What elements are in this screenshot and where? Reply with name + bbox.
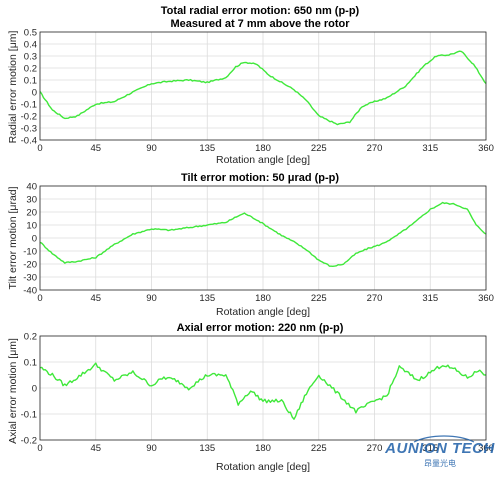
axial-x-tick-label: 90 xyxy=(146,443,157,454)
watermark-brand-text: AUNION TECH xyxy=(384,440,495,457)
axial-x-tick-label: 45 xyxy=(90,443,101,454)
axial-x-tick-label: 135 xyxy=(199,443,215,454)
radial-y-tick-label: 0.5 xyxy=(24,28,37,39)
tilt-y-tick-label: -10 xyxy=(23,247,37,258)
axial-y-tick-label: -0.2 xyxy=(21,436,37,447)
radial-y-tick-label: 0 xyxy=(32,88,37,99)
tilt-y-tick-label: -40 xyxy=(23,286,37,297)
axial-x-tick-label: 270 xyxy=(367,443,383,454)
tilt-x-tick-label: 135 xyxy=(199,293,215,304)
axial-x-tick-label: 360 xyxy=(478,443,494,454)
brand-watermark: AUNION TECH 昂量光电 xyxy=(384,435,495,468)
watermark-swoosh-icon xyxy=(413,435,475,443)
axial-y-tick-label: 0.1 xyxy=(24,358,37,369)
axial-series-line xyxy=(39,362,487,420)
radial-y-tick-label: 0.4 xyxy=(24,40,37,51)
tilt-y-tick-label: 10 xyxy=(26,221,37,232)
tilt-x-tick-label: 45 xyxy=(90,293,101,304)
axial-y-axis-label: Axial error motion [μm] xyxy=(7,338,19,444)
tilt-y-tick-label: -30 xyxy=(23,273,37,284)
tilt-y-tick-label: 20 xyxy=(26,208,37,219)
radial-y-tick-label: -0.3 xyxy=(21,124,37,135)
axial-y-tick-label: 0 xyxy=(32,384,37,395)
radial-axes-frame xyxy=(39,31,487,141)
radial-x-tick-label: 90 xyxy=(146,143,157,154)
radial-x-tick-label: 180 xyxy=(255,143,271,154)
radial-y-tick-label: 0.1 xyxy=(24,76,37,87)
tilt-chart-title: Tilt error motion: 50 μrad (p-p) xyxy=(181,172,339,184)
tilt-x-tick-label: 180 xyxy=(255,293,271,304)
tilt-x-tick-label: 90 xyxy=(146,293,157,304)
axial-x-tick-label: 315 xyxy=(422,443,438,454)
tilt-y-tick-label: -20 xyxy=(23,260,37,271)
watermark-sub-text: 昂量光电 xyxy=(424,458,456,468)
radial-x-tick-label: 225 xyxy=(311,143,327,154)
radial-x-axis-label: Rotation angle [deg] xyxy=(216,154,310,166)
tilt-y-tick-label: 30 xyxy=(26,195,37,206)
tilt-x-tick-label: 270 xyxy=(367,293,383,304)
radial-x-tick-label: 360 xyxy=(478,143,494,154)
tilt-y-tick-label: 0 xyxy=(32,234,37,245)
radial-y-tick-label: -0.1 xyxy=(21,100,37,111)
radial-series-line xyxy=(39,50,487,126)
tilt-axes-frame xyxy=(39,185,487,291)
radial-x-tick-label: 135 xyxy=(199,143,215,154)
tilt-error-plot: 0 45 90 135 180 225 270 315 360 -40 -30 -20 -10 0 10 20… xyxy=(23,182,494,305)
axial-y-tick-label: 0.2 xyxy=(24,332,37,343)
axial-x-tick-label: 0 xyxy=(37,443,42,454)
radial-x-tick-label: 270 xyxy=(367,143,383,154)
tilt-x-tick-label: 225 xyxy=(311,293,327,304)
radial-y-tick-label: 0.3 xyxy=(24,52,37,63)
tilt-x-tick-label: 315 xyxy=(422,293,438,304)
tilt-x-tick-label: 0 xyxy=(37,293,42,304)
radial-x-tick-label: 315 xyxy=(422,143,438,154)
radial-y-tick-label: -0.4 xyxy=(21,136,37,147)
tilt-y-tick-label: 40 xyxy=(26,182,37,193)
radial-chart-subtitle: Measured at 7 mm above the rotor xyxy=(170,18,350,30)
radial-x-tick-label: 45 xyxy=(90,143,101,154)
tilt-x-tick-label: 360 xyxy=(478,293,494,304)
axial-y-tick-label: -0.1 xyxy=(21,410,37,421)
axial-x-axis-label: Rotation angle [deg] xyxy=(216,461,310,473)
radial-y-tick-label: 0.2 xyxy=(24,64,37,75)
radial-y-tick-label: -0.2 xyxy=(21,112,37,123)
axial-x-tick-label: 180 xyxy=(255,443,271,454)
radial-error-plot: 0 45 90 135 180 225 270 315 360-0.4-0.3-0.2-0.10… xyxy=(21,28,494,155)
axial-axes-frame xyxy=(39,335,487,441)
radial-chart-title: Total radial error motion: 650 nm (p-p) xyxy=(161,5,360,17)
axial-x-tick-label: 225 xyxy=(311,443,327,454)
tilt-series-line xyxy=(39,201,487,267)
tilt-x-axis-label: Rotation angle [deg] xyxy=(216,306,310,318)
radial-y-axis-label: Radial error motion [μm] xyxy=(7,31,19,144)
axial-chart-title: Axial error motion: 220 nm (p-p) xyxy=(177,322,344,334)
radial-x-tick-label: 0 xyxy=(37,143,42,154)
axial-error-plot: 0 45 90 135 180 225 270 315 360 -0.2 -0.1 0 0.1 0.2 xyxy=(21,332,494,455)
tilt-y-axis-label: Tilt error motion [μrad] xyxy=(7,186,19,289)
